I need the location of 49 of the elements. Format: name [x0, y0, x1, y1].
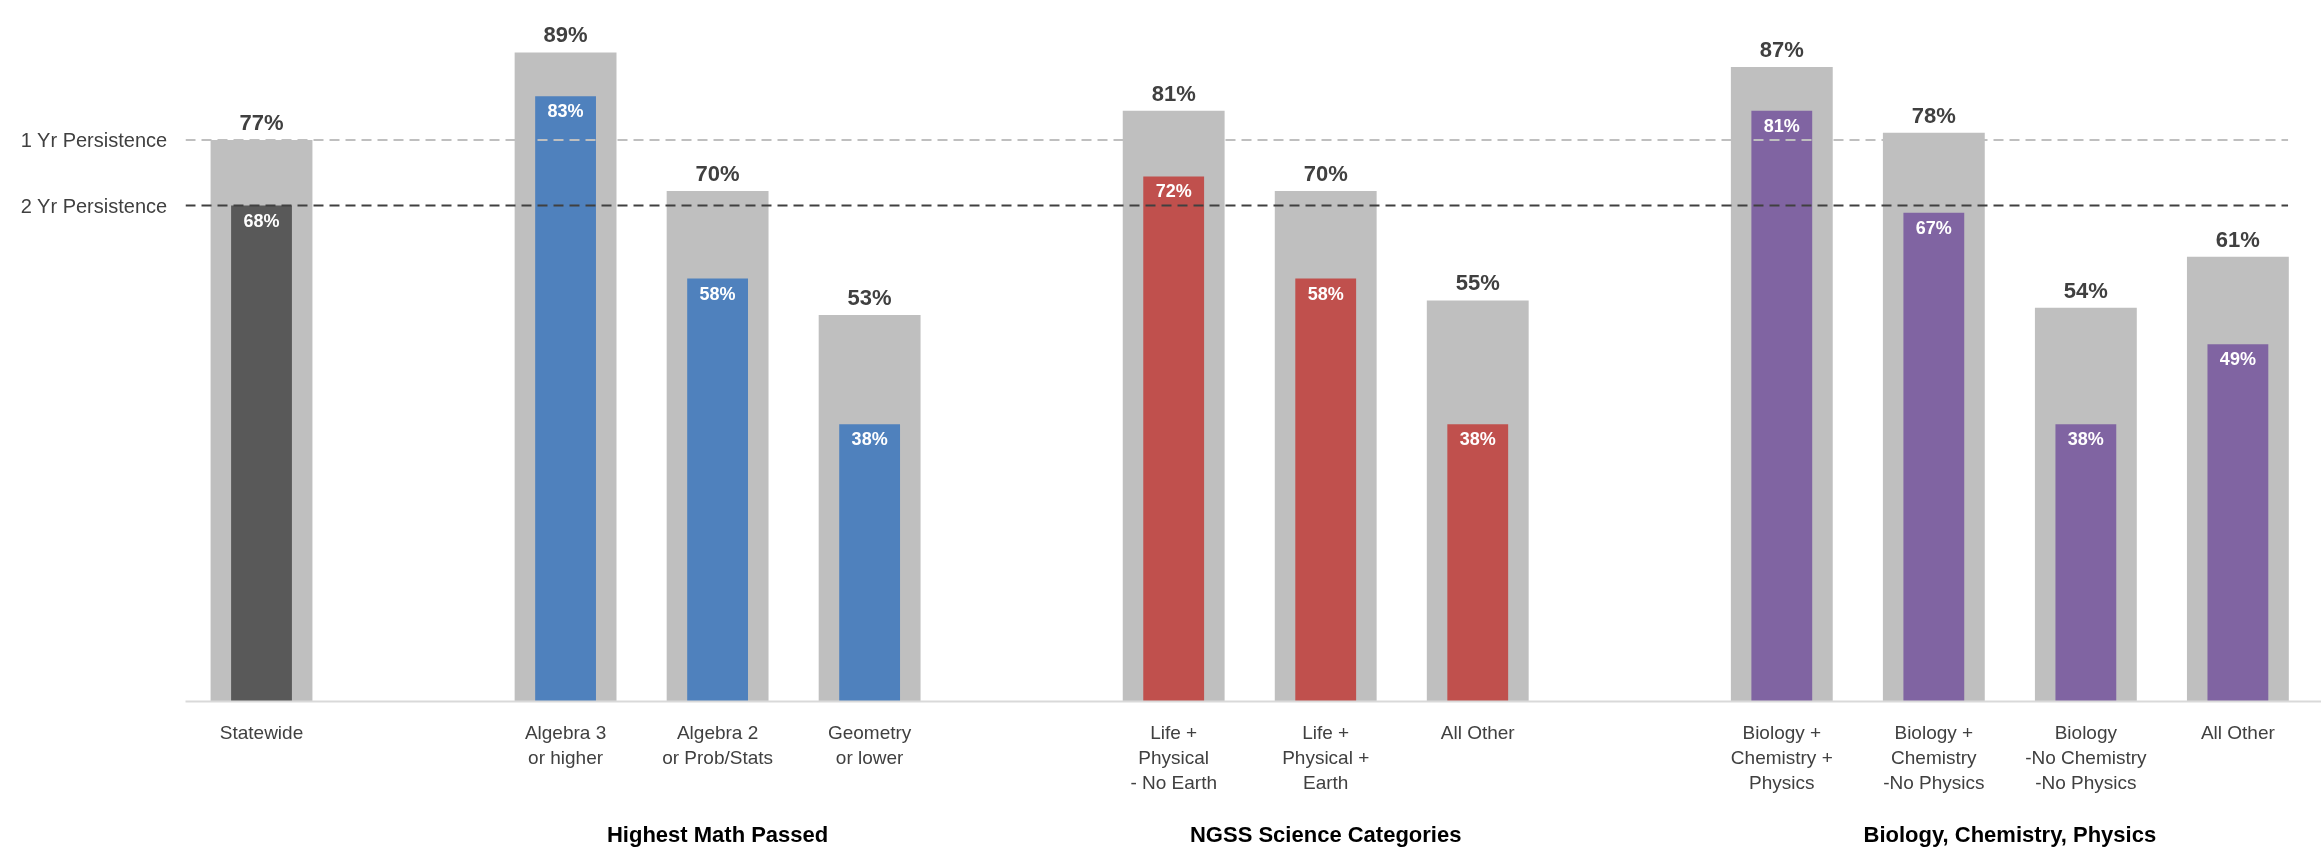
data-label: 89% [543, 22, 588, 48]
data-label: 77% [239, 109, 284, 135]
data-label: 67% [1915, 217, 1952, 238]
data-label: 58% [699, 283, 736, 304]
bar [1295, 278, 1357, 702]
x-tick-label: Statewide [219, 721, 304, 743]
x-tick-label: All Other [1440, 721, 1516, 743]
data-label: 81% [1151, 80, 1196, 106]
data-label: 58% [1307, 283, 1344, 304]
data-label: 54% [2063, 277, 2108, 303]
bar [1751, 110, 1813, 702]
text: Highest Math Passed [606, 821, 829, 847]
bar [2055, 424, 2117, 702]
data-label: 38% [2067, 429, 2104, 450]
data-label: 87% [1759, 37, 1804, 63]
bar [2207, 344, 2269, 702]
x-tick-label: Life + Physical - No Earth [1130, 721, 1217, 793]
x-tick-label: Biology + Chemistry + Physics [1730, 721, 1833, 793]
ref-line-label: 1 Yr Persistence [20, 128, 168, 151]
x-tick-label: Algebra 2 or Prob/Stats [662, 721, 774, 768]
data-label: 49% [2219, 349, 2256, 370]
x-tick-label: Life + Physical + Earth [1282, 721, 1370, 793]
data-label: 78% [1911, 102, 1956, 128]
data-label: 61% [2215, 226, 2260, 252]
bar [1903, 212, 1965, 702]
x-tick-label: Algebra 3 or higher [524, 721, 607, 768]
data-label: 72% [1155, 181, 1192, 202]
data-label: 70% [695, 160, 740, 186]
x-tick-label: Biology + Chemistry -No Physics [1883, 721, 1985, 793]
text: Biology, Chemistry, Physics [1863, 821, 2157, 847]
text: NGSS Science Categories [1189, 821, 1462, 847]
x-tick-label: All Other [2200, 721, 2276, 743]
bar [231, 205, 292, 702]
bar [1447, 424, 1509, 702]
data-label: 68% [243, 210, 280, 231]
data-label: 81% [1763, 115, 1800, 136]
data-label: 38% [851, 429, 888, 450]
bar [839, 424, 901, 702]
bar [535, 96, 596, 702]
ref-line-label: 2 Yr Persistence [20, 194, 168, 217]
data-label: 53% [847, 284, 892, 310]
x-tick-label: Biology -No Chemistry -No Physics [2025, 721, 2148, 793]
x-tick-label: Geometry or lower [827, 721, 912, 768]
data-label: 38% [1459, 429, 1496, 450]
bar [687, 278, 749, 702]
data-label: 55% [1455, 270, 1500, 296]
bar [1143, 176, 1205, 702]
data-label: 70% [1303, 160, 1348, 186]
data-label: 83% [547, 101, 584, 122]
